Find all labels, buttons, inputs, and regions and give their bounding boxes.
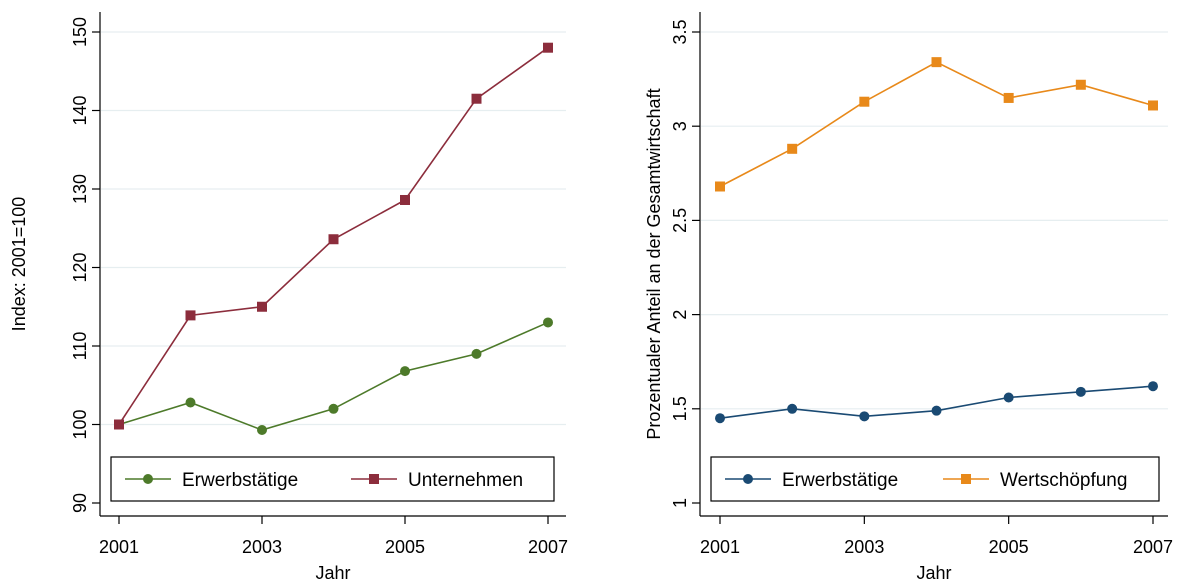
data-point <box>328 234 339 245</box>
x-tick-label: 2001 <box>700 537 740 557</box>
data-point <box>328 403 339 414</box>
y-tick-label: 130 <box>70 174 90 204</box>
y-tick-label: 1.5 <box>670 396 690 421</box>
series-1 <box>715 381 1158 424</box>
data-point <box>715 413 725 424</box>
data-point <box>543 42 553 53</box>
y-tick-label: 140 <box>70 95 90 125</box>
data-point <box>1003 92 1014 103</box>
legend-label: Unternehmen <box>408 470 523 491</box>
y-tick-label: 2.5 <box>670 208 690 233</box>
x-tick-label: 2005 <box>989 537 1029 557</box>
x-tick-label: 2003 <box>242 537 282 557</box>
legend: Erwerbstätige Unternehmen <box>110 456 555 502</box>
legend-box <box>710 456 1160 502</box>
legend-marker <box>369 474 379 484</box>
chart-1: 90 100 110 120 130 140 150 2001 2003 2005 2007 Jahr… <box>9 12 568 583</box>
data-point <box>400 366 410 377</box>
y-tick-label: 3 <box>670 121 690 131</box>
x-tick-label: 2001 <box>99 537 139 557</box>
data-point <box>114 419 124 430</box>
y-tick-label: 90 <box>70 493 90 513</box>
series-2 <box>114 42 553 430</box>
legend: Erwerbstätige Wertschöpfung <box>710 456 1160 502</box>
data-point <box>257 424 267 435</box>
data-point <box>859 411 870 422</box>
legend-label: Erwerbstätige <box>782 470 898 491</box>
y-axis-title: Prozentualer Anteil an der Gesamtwirtsch… <box>644 88 664 439</box>
data-point <box>185 310 196 321</box>
legend-marker <box>143 474 153 484</box>
x-tick-label: 2007 <box>1133 537 1173 557</box>
data-point <box>471 348 482 359</box>
data-point <box>859 96 870 107</box>
data-point <box>1075 79 1086 90</box>
legend-label: Erwerbstätige <box>182 470 298 491</box>
data-point <box>787 403 798 414</box>
y-tick-label: 120 <box>70 252 90 282</box>
data-point <box>185 397 196 408</box>
data-point <box>715 181 725 192</box>
data-point <box>1148 381 1158 392</box>
data-point <box>787 143 798 154</box>
x-tick-label: 2005 <box>385 537 425 557</box>
series-2 <box>715 57 1158 192</box>
x-tick-label: 2003 <box>844 537 884 557</box>
data-point <box>471 93 482 104</box>
legend-label: Wertschöpfung <box>1000 470 1127 491</box>
legend-marker <box>743 474 753 484</box>
data-point <box>1075 386 1086 397</box>
data-point <box>1148 100 1158 111</box>
series-1 <box>114 317 553 435</box>
data-point <box>257 301 267 312</box>
y-tick-label: 1 <box>670 498 690 508</box>
data-point <box>1003 392 1014 403</box>
y-tick-label: 150 <box>70 17 90 47</box>
legend-box <box>110 456 555 502</box>
y-tick-label: 2 <box>670 310 690 320</box>
y-axis-title: Index: 2001=100 <box>9 197 29 332</box>
x-axis-title: Jahr <box>315 563 350 583</box>
y-tick-label: 110 <box>70 332 90 361</box>
data-point <box>543 317 553 328</box>
data-point <box>931 57 942 68</box>
y-tick-label: 100 <box>70 409 90 439</box>
legend-marker <box>961 474 971 484</box>
x-tick-label: 2007 <box>528 537 568 557</box>
x-axis-title: Jahr <box>916 563 951 583</box>
chart-2: 1 1.5 2 2.5 3 3.5 2001 2003 2005 2007 Jahr Prozentu… <box>644 12 1173 583</box>
data-point <box>931 405 942 416</box>
data-point <box>400 194 410 205</box>
series-line <box>118 321 549 431</box>
y-tick-label: 3.5 <box>670 19 690 44</box>
series-line <box>719 61 1154 188</box>
